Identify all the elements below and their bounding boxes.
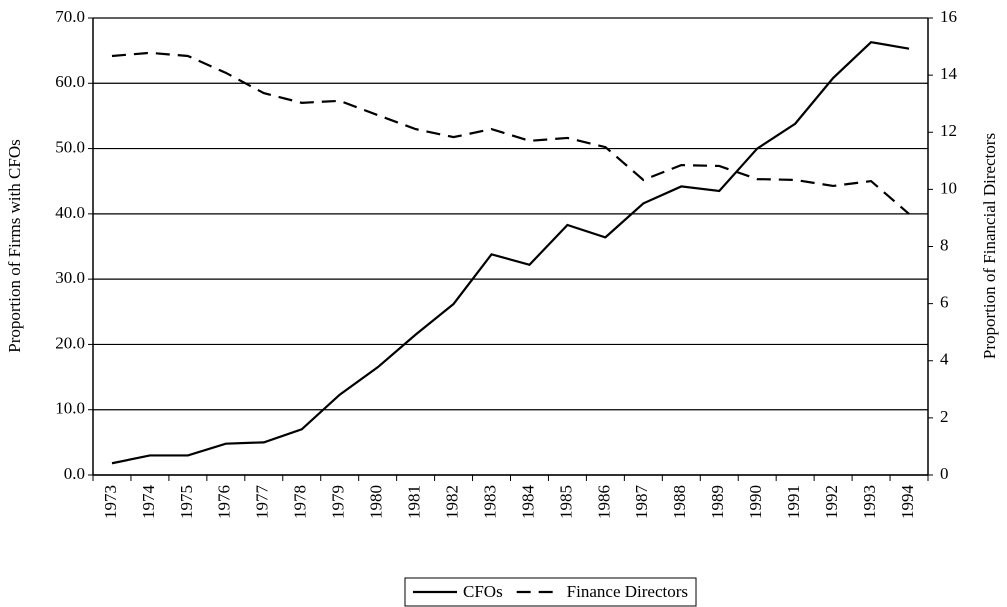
- y-tick-label: 20.0: [55, 333, 85, 352]
- y-tick-label: 10.0: [55, 399, 85, 418]
- y2-tick-label: 6: [940, 293, 949, 312]
- y2-tick-label: 4: [940, 350, 949, 369]
- y-tick-label: 50.0: [55, 137, 85, 156]
- y2-tick-label: 10: [940, 178, 957, 197]
- x-tick-label: 1976: [215, 485, 234, 519]
- x-tick-label: 1986: [594, 485, 613, 519]
- x-tick-label: 1981: [405, 485, 424, 519]
- x-tick-label: 1980: [367, 485, 386, 519]
- x-tick-label: 1985: [556, 485, 575, 519]
- y2-axis-label: Proportion of Financial Directors: [980, 133, 999, 359]
- x-tick-label: 1975: [177, 485, 196, 519]
- x-tick-label: 1987: [632, 485, 651, 520]
- y-tick-label: 40.0: [55, 203, 85, 222]
- y2-tick-label: 0: [940, 464, 949, 483]
- x-tick-label: 1977: [253, 485, 272, 520]
- series-line: [111, 40, 910, 465]
- y2-tick-label: 14: [940, 64, 958, 83]
- x-tick-label: 1978: [291, 485, 310, 519]
- y2-tick-label: 16: [940, 7, 957, 26]
- x-tick-label: 1982: [442, 485, 461, 519]
- x-tick-label: 1990: [746, 485, 765, 519]
- x-tick-label: 1994: [898, 485, 917, 520]
- x-tick-label: 1979: [329, 485, 348, 519]
- x-tick-label: 1974: [139, 485, 158, 520]
- x-tick-label: 1992: [822, 485, 841, 519]
- y2-tick-label: 2: [940, 407, 949, 426]
- y-axis-label: Proportion of Firms with CFOs: [5, 139, 24, 352]
- x-tick-label: 1991: [784, 485, 803, 519]
- x-tick-label: 1993: [860, 485, 879, 519]
- y-tick-label: 0.0: [64, 464, 85, 483]
- x-tick-label: 1989: [708, 485, 727, 519]
- series-line: [111, 51, 910, 215]
- legend-label: Finance Directors: [567, 582, 688, 601]
- y-tick-label: 70.0: [55, 7, 85, 26]
- y-tick-label: 30.0: [55, 268, 85, 287]
- x-tick-label: 1983: [480, 485, 499, 519]
- y-tick-label: 60.0: [55, 72, 85, 91]
- x-tick-label: 1973: [101, 485, 120, 519]
- legend-label: CFOs: [463, 582, 503, 601]
- y2-tick-label: 8: [940, 235, 949, 254]
- y2-tick-label: 12: [940, 121, 957, 140]
- x-tick-label: 1984: [518, 485, 537, 520]
- x-tick-label: 1988: [670, 485, 689, 519]
- legend: CFOs Finance Directors: [404, 577, 697, 607]
